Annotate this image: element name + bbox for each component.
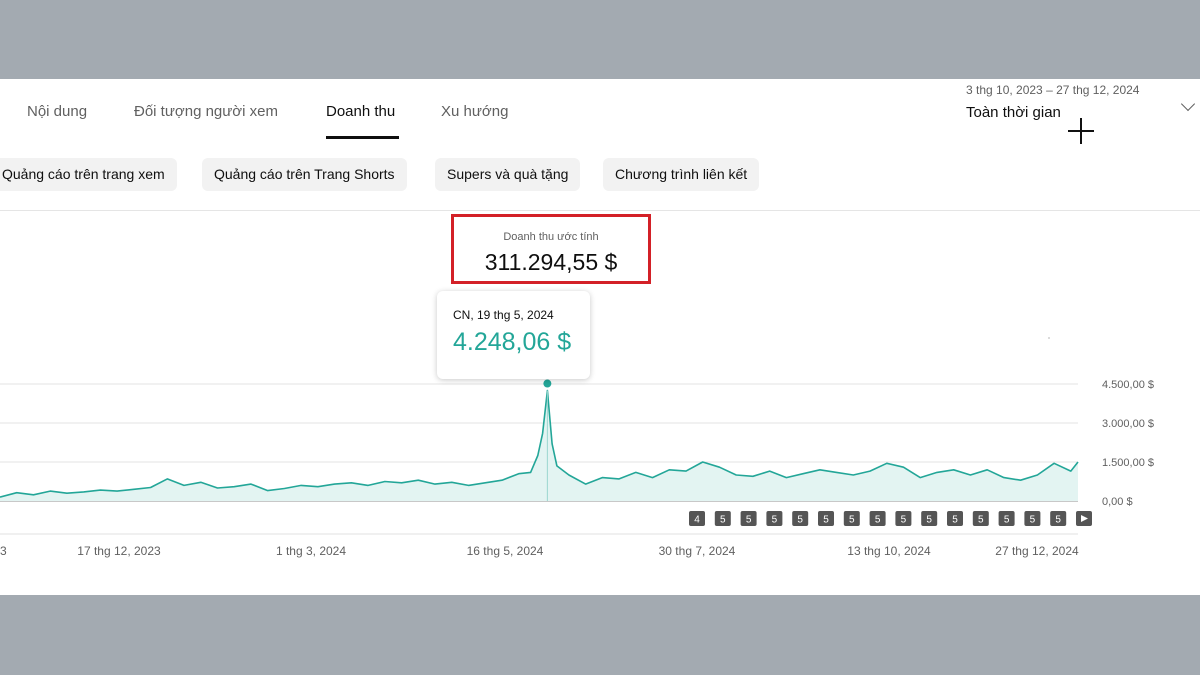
date-range-text: 3 thg 10, 2023 – 27 thg 12, 2024 <box>966 83 1140 97</box>
page-badge-bg <box>998 511 1015 526</box>
x-tick-label: 27 thg 12, 2024 <box>995 544 1079 558</box>
page-badge-bg <box>1024 511 1041 526</box>
page-badge-label: 5 <box>720 515 726 526</box>
revenue-chart[interactable]: 0,00 $ 1.500,00 $ 3.000,00 $ 4.500,00 $ 3 17… <box>0 79 1200 595</box>
chart-tooltip: CN, 19 thg 5, 2024 4.248,06 $ <box>437 291 590 379</box>
page-badge-bg <box>792 511 809 526</box>
period-selector[interactable]: Toàn thời gian <box>966 104 1061 121</box>
page-badge-label: 5 <box>1055 515 1061 526</box>
page-badge-label: 5 <box>849 515 855 526</box>
decorative-dot <box>1048 337 1050 339</box>
page-badge-bg <box>895 511 912 526</box>
page-badge[interactable]: 5 <box>818 511 834 526</box>
metric-value: 311.294,55 $ <box>484 249 618 275</box>
page-badge[interactable]: 5 <box>792 511 809 526</box>
page-badge-bg <box>947 511 963 526</box>
y-tick-label: 4.500,00 $ <box>1102 379 1154 391</box>
page-badge[interactable]: 5 <box>843 511 860 526</box>
tooltip-date: CN, 19 thg 5, 2024 <box>453 308 554 322</box>
page-badge-label: 5 <box>823 515 829 526</box>
page-badge-label: 4 <box>694 515 700 526</box>
section-divider <box>0 210 1200 211</box>
tab-content[interactable]: Nội dung <box>27 103 88 120</box>
page-badge[interactable]: 5 <box>1024 511 1041 526</box>
page-badge[interactable]: 5 <box>895 511 912 526</box>
tab-revenue[interactable]: Doanh thu <box>326 103 396 120</box>
chip-watch-page-ads[interactable]: Quảng cáo trên trang xem <box>0 158 177 191</box>
hover-point <box>543 379 552 388</box>
page-badge-label: 5 <box>746 515 752 526</box>
play-icon-shape <box>1081 515 1088 522</box>
page-badge[interactable]: 5 <box>947 511 963 526</box>
x-tick-label: 30 thg 7, 2024 <box>659 544 736 558</box>
page-badge[interactable]: 5 <box>1050 511 1067 526</box>
series-line <box>0 389 1079 498</box>
chip-shorts-ads[interactable]: Quảng cáo trên Trang Shorts <box>202 158 407 191</box>
metric-label: Doanh thu ước tính <box>503 231 599 243</box>
page-badge-bg <box>843 511 860 526</box>
estimated-revenue-card[interactable]: Doanh thu ước tính 311.294,55 $ <box>451 214 651 284</box>
x-tick-label: 1 thg 3, 2024 <box>276 544 346 558</box>
y-tick-label: 1.500,00 $ <box>1102 457 1154 469</box>
x-tick-label: 3 <box>0 544 7 558</box>
page-badge-bg <box>818 511 834 526</box>
y-tick-label: 3.000,00 $ <box>1102 418 1154 430</box>
tab-audience[interactable]: Đối tượng người xem <box>134 103 278 120</box>
tooltip-value: 4.248,06 $ <box>453 328 572 356</box>
page-badge[interactable]: 5 <box>714 511 731 526</box>
page-badge-label: 5 <box>772 515 778 526</box>
chip-supers-gifts[interactable]: Supers và quà tặng <box>435 158 581 191</box>
page-badge-label: 5 <box>952 515 958 526</box>
page-badge[interactable]: 5 <box>869 511 886 526</box>
page-badge-label: 5 <box>901 515 907 526</box>
page-badge[interactable]: 4 <box>689 511 705 526</box>
play-icon[interactable] <box>1076 511 1092 526</box>
page-badge-bg <box>1050 511 1067 526</box>
page-badge[interactable]: 5 <box>740 511 757 526</box>
tab-trends[interactable]: Xu hướng <box>441 103 509 120</box>
chip-affiliate[interactable]: Chương trình liên kết <box>603 158 760 191</box>
x-tick-label: 13 thg 10, 2024 <box>847 544 931 558</box>
analytics-panel: Nội dung Đối tượng người xem Doanh thu X… <box>0 79 1200 595</box>
page-badge-bg <box>869 511 886 526</box>
page-badge[interactable]: 5 <box>766 511 783 526</box>
page-badge-bg <box>740 511 757 526</box>
page-badge-bg <box>689 511 705 526</box>
y-tick-label: 0,00 $ <box>1102 496 1133 508</box>
series-area <box>0 390 1078 501</box>
page-badge[interactable]: 5 <box>972 511 989 526</box>
page-badge-label: 5 <box>875 515 881 526</box>
x-tick-label: 16 thg 5, 2024 <box>467 544 544 558</box>
active-tab-indicator <box>326 136 399 139</box>
page-badge-label: 5 <box>1004 515 1010 526</box>
page-badge-label: 5 <box>978 515 984 526</box>
page-badge[interactable]: 5 <box>998 511 1015 526</box>
page-badge[interactable]: 5 <box>921 511 938 526</box>
page-badge-bg <box>714 511 731 526</box>
page-badge-label: 5 <box>926 515 932 526</box>
page-badge-bg <box>972 511 989 526</box>
tab-bar: Nội dung Đối tượng người xem Doanh thu X… <box>0 79 1200 141</box>
crosshair-cursor-icon <box>1068 118 1094 144</box>
page-badge-label: 5 <box>1030 515 1036 526</box>
x-tick-label: 17 thg 12, 2023 <box>77 544 161 558</box>
page-badge-bg <box>766 511 783 526</box>
page-badge-bg <box>921 511 938 526</box>
page-badge-label: 5 <box>797 515 803 526</box>
